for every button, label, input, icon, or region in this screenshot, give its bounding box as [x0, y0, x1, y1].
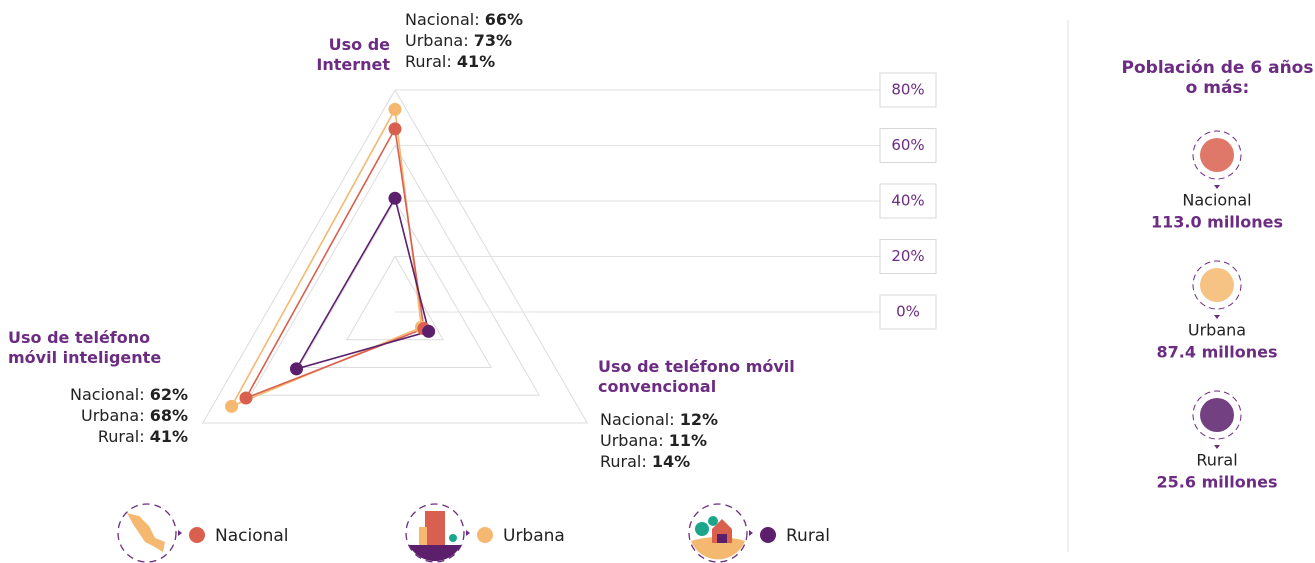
grid-triangle — [249, 144, 541, 396]
icon-tree — [708, 516, 718, 526]
value-row: Rural41% — [405, 51, 523, 72]
icon-ring — [1192, 390, 1242, 440]
population-name: Urbana — [1188, 321, 1246, 340]
tick-label: 20% — [891, 247, 924, 265]
population-name: Rural — [1196, 451, 1237, 470]
axis-values: Nacional12%Urbana11%Rural14% — [600, 409, 718, 472]
value-row: Rural14% — [600, 451, 718, 472]
value-label: 14% — [651, 452, 691, 471]
icon-fill — [1200, 138, 1234, 172]
value-row: Nacional12% — [600, 409, 718, 430]
value-label: 41% — [149, 427, 188, 446]
value-label: 66% — [484, 10, 523, 29]
series-name: Nacional — [405, 10, 485, 29]
series-name: Urbana — [405, 31, 474, 50]
icon-pointer — [749, 530, 753, 536]
tick-box — [879, 294, 937, 330]
population-value: 87.4 millones — [1157, 343, 1278, 362]
series-line — [244, 126, 425, 400]
axis-title: Uso de Internet — [316, 35, 390, 74]
series-line — [294, 196, 430, 371]
icon-building — [419, 527, 427, 545]
legend-label: Urbana — [503, 526, 565, 546]
tick-box — [879, 72, 937, 108]
data-point — [388, 102, 402, 116]
icon-fill — [1200, 398, 1234, 432]
legend-dot — [477, 527, 493, 543]
data-point — [422, 324, 436, 338]
tick-label: 0% — [896, 303, 920, 321]
icon-tree — [695, 522, 709, 536]
value-label: 62% — [149, 385, 188, 404]
population-value: 113.0 millones — [1151, 213, 1283, 232]
tick-label: 40% — [891, 192, 924, 210]
data-point — [388, 122, 402, 136]
legend-dot — [189, 527, 205, 543]
tick-label: 80% — [891, 81, 924, 99]
axis-values: Nacional66%Urbana73%Rural41% — [405, 9, 523, 72]
tick-box — [879, 239, 937, 274]
icon-pointer — [178, 530, 182, 536]
value-row: Urbana73% — [405, 30, 523, 51]
icon-ring — [1192, 130, 1242, 180]
icon-ring — [117, 503, 177, 563]
series-name: Rural — [405, 52, 457, 71]
value-label: 73% — [473, 31, 512, 50]
population-value: 25.6 millones — [1157, 473, 1278, 492]
grid-triangle — [298, 199, 492, 368]
data-point — [388, 191, 402, 205]
value-row: Rural41% — [70, 426, 188, 447]
value-label: 12% — [679, 410, 718, 429]
series-name: Urbana — [600, 431, 669, 450]
value-row: Nacional62% — [70, 384, 188, 405]
axis-title: Uso de teléfono móvil convencional — [598, 357, 795, 396]
series-name: Nacional — [70, 385, 150, 404]
series-name: Rural — [600, 452, 652, 471]
icon-building — [425, 511, 445, 545]
tick-box — [879, 183, 937, 219]
tick-box — [879, 128, 937, 163]
series-name: Urbana — [81, 406, 150, 425]
legend-dot — [760, 527, 776, 543]
icon-pointer — [1214, 315, 1220, 319]
icon-pointer — [1214, 185, 1220, 189]
series-line — [229, 106, 423, 408]
icon-tree — [449, 534, 457, 542]
grid-triangle — [201, 88, 589, 424]
icon-ring — [688, 503, 748, 563]
value-row: Urbana68% — [70, 405, 188, 426]
data-point — [289, 362, 303, 376]
icon-ground — [409, 545, 461, 562]
legend-label: Nacional — [215, 526, 289, 546]
icon-fill — [1200, 268, 1234, 302]
value-label: 41% — [456, 52, 496, 71]
population-title: Población de 6 años o más: — [1121, 58, 1314, 98]
icon-pointer — [1214, 445, 1220, 449]
icon-ring — [1192, 260, 1242, 310]
legend-label: Rural — [786, 526, 830, 546]
axis-values: Nacional62%Urbana68%Rural41% — [70, 384, 188, 447]
value-label: 11% — [668, 431, 707, 450]
series-name: Nacional — [600, 410, 680, 429]
icon-map — [127, 513, 165, 552]
icon-ring — [405, 503, 465, 563]
icons — [117, 130, 1242, 563]
value-row: Urbana11% — [600, 430, 718, 451]
icon-door — [717, 534, 727, 543]
population-name: Nacional — [1182, 191, 1251, 210]
data-point — [225, 399, 239, 413]
value-label: 68% — [149, 406, 188, 425]
value-row: Nacional66% — [405, 9, 523, 30]
axis-title: Uso de teléfono móvil inteligente — [8, 328, 162, 367]
tick-label: 60% — [891, 136, 924, 154]
data-point — [239, 391, 253, 405]
icon-pointer — [466, 530, 470, 536]
series-name: Rural — [98, 427, 150, 446]
